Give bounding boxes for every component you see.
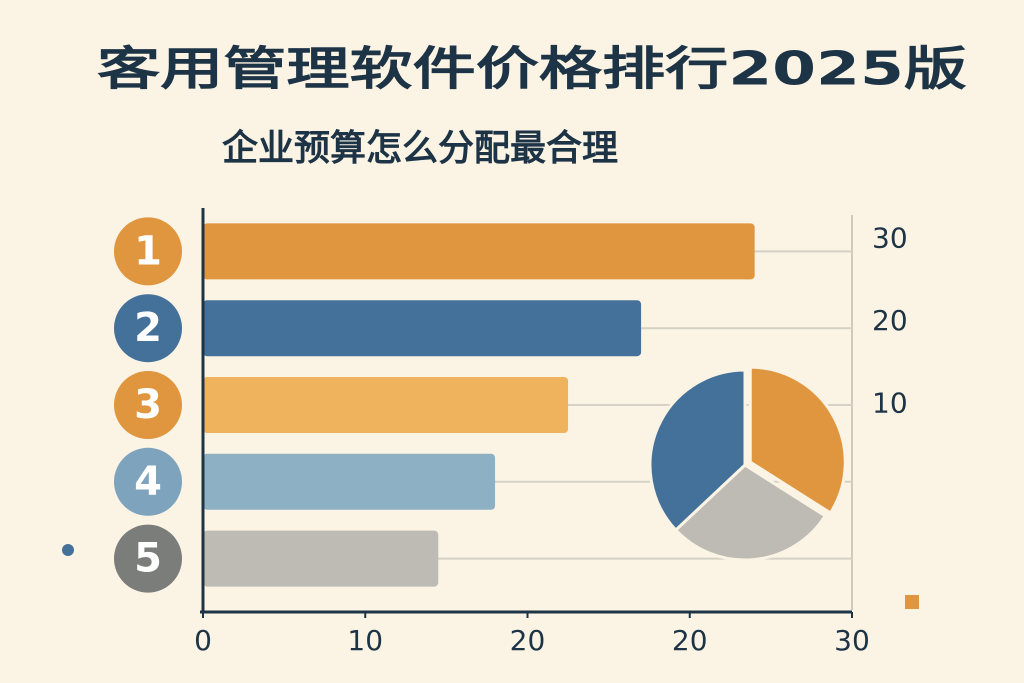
decor-square [905, 595, 919, 609]
x-tick-label: 20 [510, 624, 546, 657]
y2-tick-label: 10 [872, 386, 908, 419]
rank-badge [114, 217, 182, 286]
pie-slice [673, 463, 828, 562]
decor-dot [62, 544, 74, 556]
rank-label: 1 [134, 228, 162, 274]
y2-tick-label: 30 [872, 222, 908, 255]
rank-badge [114, 447, 182, 516]
bar [203, 377, 569, 433]
rank-label: 3 [134, 382, 162, 428]
chart-title: 客用管理软件价格排行2025版 [97, 42, 967, 96]
bar [203, 300, 642, 357]
x-tick-label: 10 [347, 624, 383, 657]
rank-badge [114, 371, 182, 439]
rank-badge [114, 294, 182, 363]
y2-tick-label: 20 [872, 304, 908, 337]
rank-badge [114, 524, 182, 593]
x-tick-label: 20 [672, 624, 708, 657]
bar [203, 530, 439, 587]
rank-label: 2 [134, 305, 162, 351]
pie-slice [648, 368, 747, 533]
plot [203, 223, 755, 587]
x-tick-label: 0 [194, 624, 212, 657]
chart-subtitle: 企业预算怎么分配最合理 [222, 127, 618, 169]
rank-label: 4 [134, 459, 162, 505]
rank-label: 5 [134, 536, 162, 582]
pie-slice [748, 365, 847, 516]
bar [203, 453, 496, 510]
bar [203, 223, 755, 280]
x-tick-label: 30 [834, 624, 870, 657]
